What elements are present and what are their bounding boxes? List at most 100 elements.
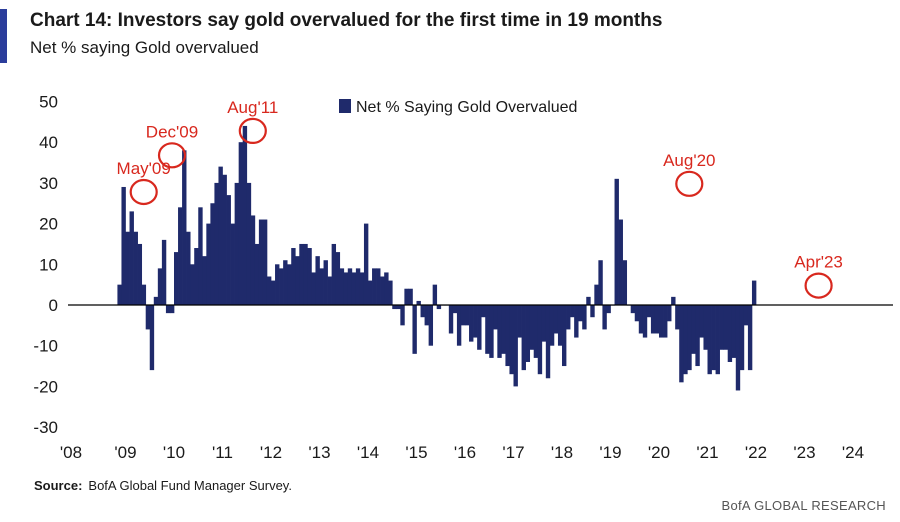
bar (638, 305, 644, 334)
bar (222, 174, 227, 305)
bar (331, 243, 337, 305)
bar (218, 166, 223, 305)
bar (372, 268, 377, 305)
source-text: BofA Global Fund Manager Survey. (88, 478, 292, 493)
bar (703, 305, 708, 350)
bar (363, 223, 369, 305)
bar (723, 305, 729, 350)
title-accent-bar (0, 9, 7, 63)
x-tick-label: '24 (842, 443, 864, 462)
bar (711, 305, 716, 371)
bar (513, 305, 518, 387)
bar (634, 305, 640, 322)
bar (178, 207, 183, 305)
bar (469, 305, 474, 342)
bar (747, 305, 753, 371)
bar (533, 305, 539, 358)
y-tick-label: -10 (33, 337, 58, 356)
bar (683, 305, 688, 375)
bar (671, 296, 676, 305)
bar (359, 272, 365, 305)
bar (246, 182, 252, 305)
y-tick-label: 50 (39, 93, 58, 112)
bar (654, 305, 660, 334)
bar (485, 305, 490, 354)
legend: Net % Saying Gold Overvalued (339, 99, 577, 116)
bar (566, 305, 571, 330)
bar (165, 305, 171, 314)
bar (355, 268, 361, 305)
bar (283, 260, 288, 305)
bar (242, 125, 248, 305)
bar (489, 305, 494, 358)
bar (574, 305, 579, 338)
bar (307, 248, 312, 305)
bar (206, 223, 211, 305)
bar (465, 305, 470, 326)
bar (368, 280, 373, 305)
x-tick-label: '14 (357, 443, 379, 462)
bar (169, 305, 175, 314)
x-tick-label: '09 (114, 443, 136, 462)
bar (190, 264, 195, 305)
bar (505, 305, 510, 367)
bar (230, 223, 235, 305)
bar (376, 268, 381, 305)
bar (743, 305, 749, 326)
bar (121, 186, 126, 305)
bar (537, 305, 543, 375)
annotation-circle (804, 272, 833, 299)
bar (133, 231, 138, 305)
bar (630, 305, 636, 314)
bar (210, 203, 215, 305)
bar (715, 305, 720, 375)
bar (590, 305, 595, 318)
x-tick-label: '19 (599, 443, 621, 462)
x-tick-label: '22 (745, 443, 767, 462)
bar (262, 219, 268, 305)
annotation-circle (238, 117, 267, 144)
bar (460, 305, 466, 326)
bar (254, 243, 260, 305)
bar (529, 305, 535, 350)
x-tick-label: '18 (551, 443, 573, 462)
bar (271, 280, 276, 305)
annotation-circle (157, 142, 187, 169)
bar (456, 305, 462, 346)
x-tick-label: '08 (60, 443, 82, 462)
annotation-label: Aug'11 (227, 98, 278, 117)
bar (646, 305, 652, 318)
bar (137, 243, 143, 305)
bar (481, 305, 486, 318)
bar (380, 276, 385, 305)
x-tick-label: '10 (163, 443, 185, 462)
source-label: Source: (34, 478, 83, 493)
bar (125, 231, 130, 305)
bar (663, 305, 668, 338)
bar (659, 305, 664, 338)
bar (602, 305, 607, 330)
bar (650, 305, 656, 334)
x-tick-label: '15 (405, 443, 427, 462)
bar (582, 305, 587, 330)
bar (351, 272, 357, 305)
bar (388, 280, 393, 305)
bar (339, 268, 345, 305)
bar (642, 305, 648, 338)
chart-title: Chart 14: Investors say gold overvalued … (30, 10, 663, 31)
x-tick-label: '23 (793, 443, 815, 462)
bar (279, 268, 284, 305)
bar (416, 300, 421, 305)
annotation-label: May'09 (117, 159, 171, 178)
bar (238, 142, 244, 305)
bar (473, 305, 478, 338)
bar (323, 260, 328, 305)
bar (541, 305, 547, 342)
source-note: Source: BofA Global Fund Manager Survey. (34, 478, 292, 493)
bar (739, 305, 745, 371)
y-tick-label: 20 (39, 215, 58, 234)
bar (517, 305, 522, 338)
bar (614, 178, 619, 305)
bar (436, 305, 442, 310)
bar (266, 276, 272, 305)
